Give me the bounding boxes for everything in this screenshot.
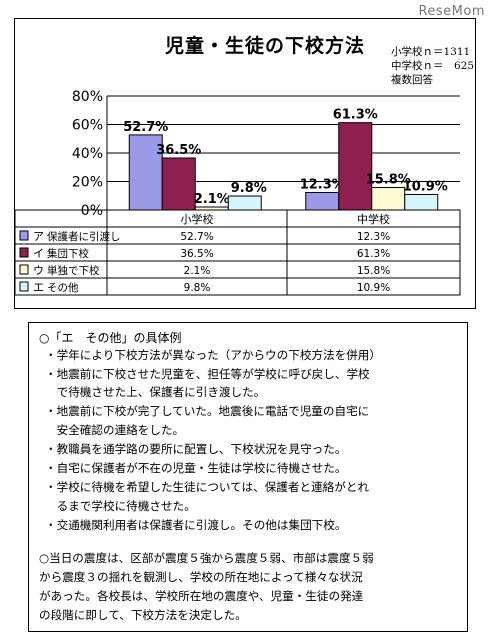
summary-line: から震度３の揺れを観測し、学校の所在地によって様々な状況 — [39, 570, 363, 584]
table-cell: 9.8% — [184, 282, 211, 294]
y-tick-label: 0% — [81, 203, 103, 219]
example-line: ・交通機関利用者は保護者に引渡し。その他は集団下校。 — [45, 518, 347, 532]
legend-key: ア — [33, 230, 44, 243]
legend-key: ウ — [33, 264, 44, 277]
bar — [161, 157, 196, 211]
bar — [371, 186, 406, 211]
category-label: 中学校 — [357, 212, 390, 226]
legend-swatch — [19, 247, 29, 258]
bar — [305, 191, 340, 211]
data-label: 12.3% — [300, 177, 345, 192]
y-tick-label: 80% — [72, 89, 103, 105]
summary-line: の段階に即して、下校方法を決定した。 — [39, 608, 247, 622]
legend-swatch — [19, 281, 29, 292]
example-line: ・教職員を通学路の要所に配置し、下校状況を見守った。 — [45, 442, 347, 456]
legend-swatch — [19, 230, 29, 241]
data-label: 52.7% — [123, 120, 168, 135]
watermark: ReseMom — [418, 4, 485, 19]
table-cell: 52.7% — [180, 231, 213, 243]
chart-notes: 小学校ｎ＝1311 中学校ｎ＝ 625 複数回答 — [391, 45, 474, 87]
note-line: 複数回答 — [391, 74, 433, 86]
data-label: 10.9% — [403, 179, 448, 194]
bar — [227, 195, 262, 211]
chart-panel: 児童・生徒の下校方法 小学校ｎ＝1311 中学校ｎ＝ 625 複数回答 0% 20… — [14, 18, 476, 309]
legend-key: エ — [33, 281, 44, 294]
example-line: 安全確認の連絡をした。 — [45, 423, 185, 437]
chart-title: 児童・生徒の下校方法 — [165, 35, 366, 57]
table-cell: 15.8% — [357, 265, 390, 277]
category-label: 小学校 — [181, 212, 214, 226]
table-cell: 10.9% — [357, 282, 390, 294]
data-label: 36.5% — [156, 143, 201, 158]
table-cell: 61.3% — [357, 248, 390, 260]
bar — [338, 122, 373, 211]
example-line: ・学校に待機を希望した生徒については、保護者と連絡がとれ — [45, 480, 370, 494]
data-label: 15.8% — [366, 172, 411, 187]
y-tick-label: 40% — [72, 146, 103, 162]
table-cell: 2.1% — [184, 265, 211, 277]
legend-label: 集団下校 — [47, 247, 89, 260]
note-line: 小学校ｎ＝1311 — [391, 46, 471, 58]
data-label: 9.8% — [231, 181, 267, 196]
legend-label: その他 — [47, 281, 79, 294]
legend-swatch — [19, 264, 29, 275]
summary-line: ○当日の震度は、区部が震度５強から震度５弱、市部は震度５弱 — [39, 551, 374, 565]
y-tick-label: 60% — [72, 118, 103, 134]
bar — [128, 134, 163, 211]
example-line: ・地震前に下校が完了していた。地震後に電話で児童の自宅に — [45, 404, 370, 418]
data-table-border — [15, 209, 461, 296]
example-line: で待機させた上、保護者に引き渡した。 — [45, 385, 266, 399]
table-cell: 36.5% — [180, 248, 213, 260]
examples-box: ○「エ その他」の具体例 ・学年により下校方法が異なった（アからウの下校方法を併… — [28, 322, 468, 632]
bar — [404, 193, 439, 211]
data-label: 61.3% — [333, 108, 378, 123]
bar-chart: 0%20%40%60%80%52.7%36.5%2.1%9.8% 12.3%61.… — [15, 89, 461, 296]
example-line: ・学年により下校方法が異なった（アからウの下校方法を併用） — [45, 348, 381, 362]
example-line: ・自宅に保護者が不在の児童・生徒は学校に待機させた。 — [45, 461, 347, 475]
summary-line: があった。各校長は、学校所在地の震度や、児童・生徒の発達 — [39, 589, 364, 603]
legend-key: イ — [33, 247, 44, 260]
legend-label: 保護者に引渡し — [47, 230, 121, 243]
examples-heading: ○「エ その他」の具体例 — [39, 331, 182, 345]
legend-label: 単独で下校 — [47, 264, 100, 277]
data-label: 2.1% — [194, 192, 230, 207]
example-line: ・地震前に下校させた児童を、担任等が学校に呼び戻し、学校 — [45, 367, 370, 381]
note-line: 中学校ｎ＝ 625 — [391, 60, 475, 72]
y-tick-label: 20% — [72, 175, 103, 191]
table-cell: 12.3% — [357, 231, 390, 243]
example-line: るまで学校に待機させた。 — [45, 499, 196, 513]
